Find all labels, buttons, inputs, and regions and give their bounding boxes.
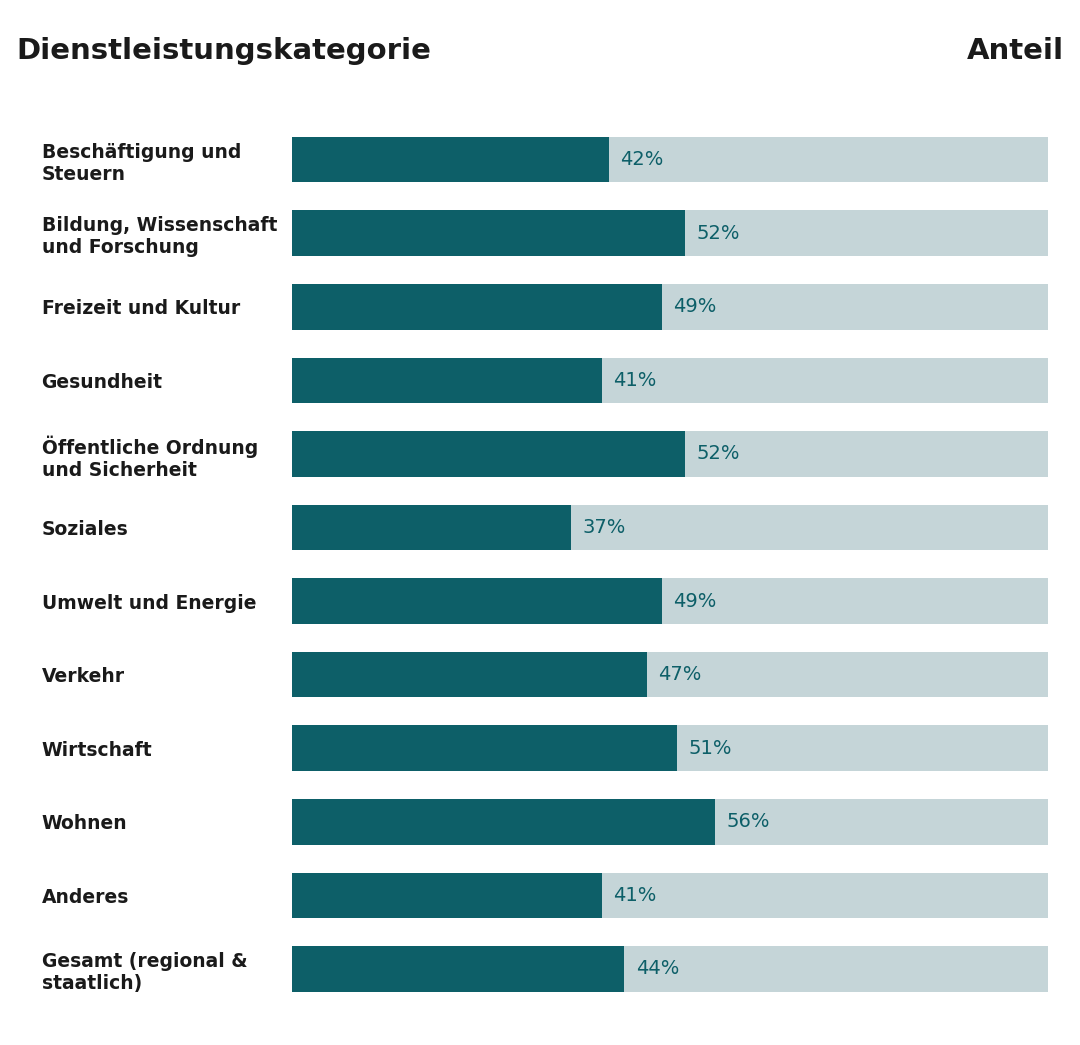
- Bar: [292, 725, 677, 771]
- Text: 52%: 52%: [696, 444, 740, 463]
- Text: 37%: 37%: [583, 518, 626, 537]
- Text: 41%: 41%: [613, 886, 657, 905]
- Text: 49%: 49%: [674, 591, 717, 610]
- Bar: [571, 505, 1048, 551]
- Bar: [292, 946, 624, 992]
- Bar: [292, 284, 662, 329]
- Text: 51%: 51%: [689, 739, 732, 758]
- Text: 41%: 41%: [613, 371, 657, 390]
- Bar: [677, 725, 1048, 771]
- Bar: [685, 210, 1048, 256]
- Bar: [624, 946, 1048, 992]
- Text: 52%: 52%: [696, 224, 740, 242]
- Bar: [662, 284, 1048, 329]
- Bar: [292, 873, 602, 919]
- Bar: [292, 357, 602, 403]
- Bar: [662, 578, 1048, 624]
- Bar: [292, 432, 685, 477]
- Bar: [602, 357, 1048, 403]
- Text: 42%: 42%: [620, 150, 664, 169]
- Text: Dienstleistungskategorie: Dienstleistungskategorie: [16, 37, 431, 65]
- Text: 56%: 56%: [726, 812, 770, 831]
- Text: 47%: 47%: [659, 666, 702, 684]
- Text: 49%: 49%: [674, 298, 717, 317]
- Bar: [292, 652, 647, 697]
- Text: 44%: 44%: [635, 959, 679, 978]
- Bar: [292, 505, 571, 551]
- Bar: [647, 652, 1048, 697]
- Bar: [685, 432, 1048, 477]
- Text: Anteil: Anteil: [967, 37, 1064, 65]
- Bar: [292, 137, 609, 183]
- Bar: [715, 799, 1048, 844]
- Bar: [602, 873, 1048, 919]
- Bar: [292, 210, 685, 256]
- Bar: [292, 799, 715, 844]
- Bar: [609, 137, 1048, 183]
- Bar: [292, 578, 662, 624]
